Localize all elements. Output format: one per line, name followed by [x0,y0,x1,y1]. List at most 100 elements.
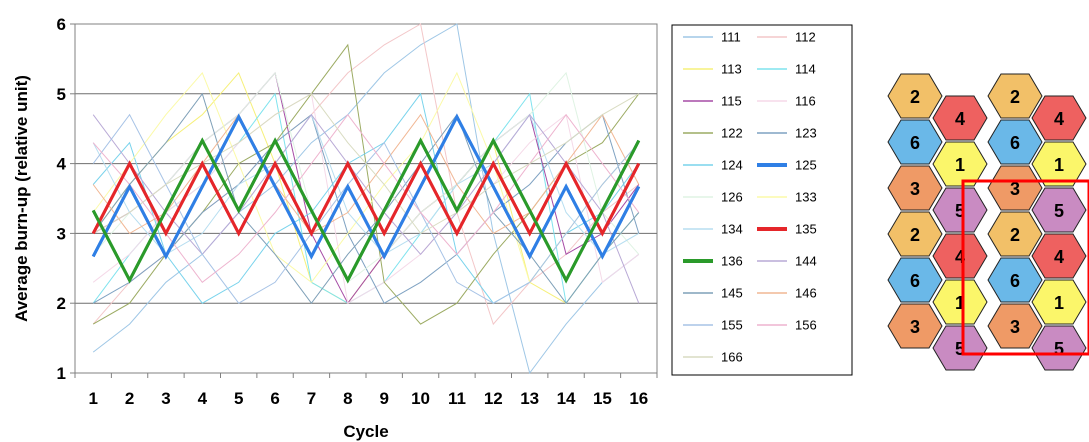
hex-cell [1031,141,1087,187]
x-tick-label: 3 [161,389,170,408]
y-axis-title: Average burn-up (relative unit) [12,75,31,322]
hex-cell-label: 2 [910,87,920,107]
legend-label-144: 144 [795,254,817,269]
legend-label-135: 135 [795,222,817,237]
hex-cell [1031,233,1087,279]
hex-cell-label: 3 [910,317,920,337]
x-tick-label: 14 [557,389,576,408]
x-tick-label: 12 [484,389,503,408]
hex-cell-label: 5 [955,339,965,359]
legend-label-146: 146 [795,286,817,301]
series-line-146 [92,113,640,235]
series-line-126 [92,71,640,284]
hex-cell [932,187,988,233]
x-tick-label: 4 [198,389,208,408]
x-axis-title: Cycle [343,422,388,441]
hex-cell [932,279,988,325]
series-line-136-highlight [91,137,641,284]
hex-cell-label: 2 [1010,225,1020,245]
hex-cell-label: 4 [955,109,965,129]
hex-cell [887,73,943,119]
y-tick-label: 4 [57,155,67,174]
hex-cell [987,303,1043,349]
y-tick-label: 2 [57,294,66,313]
hex-cell-label: 1 [955,155,965,175]
legend-label-111: 111 [721,30,741,45]
hex-cell [887,119,943,165]
x-tick-label: 13 [520,389,539,408]
legend-label-114: 114 [795,62,816,77]
x-tick-label: 10 [411,389,430,408]
hex-cell-label: 1 [1054,293,1064,313]
x-tick-label: 11 [448,389,466,408]
hex-cell-label: 6 [910,271,920,291]
hex-cell [932,233,988,279]
y-tick-label: 6 [57,15,66,34]
hex-cell-label: 2 [910,225,920,245]
legend-label-136: 136 [721,254,743,269]
x-tick-label: 1 [88,389,97,408]
hex-cell-label: 4 [1054,247,1064,267]
legend-label-156: 156 [795,318,817,333]
legend-label-115: 115 [721,94,742,109]
x-tick-label: 6 [270,389,279,408]
hexagon-core-map: 2 2 4 4 6 6 1 1 3 3 5 5 2 2 4 4 6 6 1 1 3 3 5 5 [887,73,1089,371]
x-tick-label: 15 [593,389,612,408]
legend-label-125: 125 [795,158,817,173]
legend-label-145: 145 [721,286,743,301]
hex-cell-label: 6 [1010,271,1020,291]
legend-label-122: 122 [721,126,743,141]
series-line-145 [92,92,640,305]
hex-cell-label: 5 [1054,201,1064,221]
selection-rectangle [961,179,1089,356]
series-line-125-highlight [91,113,641,260]
legend-label-166: 166 [721,350,743,365]
hex-cell-label: 5 [1054,339,1064,359]
hex-cell [987,211,1043,257]
y-tick-label: 5 [57,85,66,104]
legend-label-124: 124 [721,158,743,173]
chart-legend: 111 112 113 114 115 116 122 123 124 125 126 133 134 1… [671,24,853,376]
x-tick-label: 2 [125,389,134,408]
hex-cell [1031,95,1087,141]
hex-cell [987,73,1043,119]
legend-box [671,24,853,376]
legend-label-116: 116 [795,94,816,109]
legend-label-134: 134 [721,222,743,237]
hex-cell-label: 3 [1010,179,1020,199]
hex-cell-label: 4 [955,247,965,267]
hex-cell [887,165,943,211]
hex-cell [987,165,1043,211]
hex-cell-label: 4 [1054,109,1064,129]
hex-cell [987,257,1043,303]
hex-cell-label: 1 [955,293,965,313]
legend-label-126: 126 [721,190,743,205]
x-tick-label: 16 [629,389,648,408]
series-line-111 [92,23,640,375]
hex-cell [932,325,988,371]
hex-cell-label: 5 [955,201,965,221]
y-tick-label: 1 [57,364,66,383]
x-tick-label: 7 [307,389,316,408]
hex-cell-label: 6 [1010,133,1020,153]
legend-label-113: 113 [721,62,742,77]
x-tick-label: 5 [234,389,243,408]
hex-cell [887,257,943,303]
hex-cell [1031,325,1087,371]
series-line-156 [92,113,640,284]
hex-cell-label: 6 [910,133,920,153]
hex-cell-label: 3 [910,179,920,199]
hex-cell [932,95,988,141]
y-tick-label: 3 [57,224,66,243]
legend-label-133: 133 [795,190,817,205]
x-tick-label: 8 [343,389,352,408]
legend-label-123: 123 [795,126,817,141]
hex-cell [887,303,943,349]
series-line-135-highlight [91,160,641,237]
hex-cell-label: 2 [1010,87,1020,107]
hex-cell [887,211,943,257]
hex-cell-label: 3 [1010,317,1020,337]
hex-cell [932,141,988,187]
